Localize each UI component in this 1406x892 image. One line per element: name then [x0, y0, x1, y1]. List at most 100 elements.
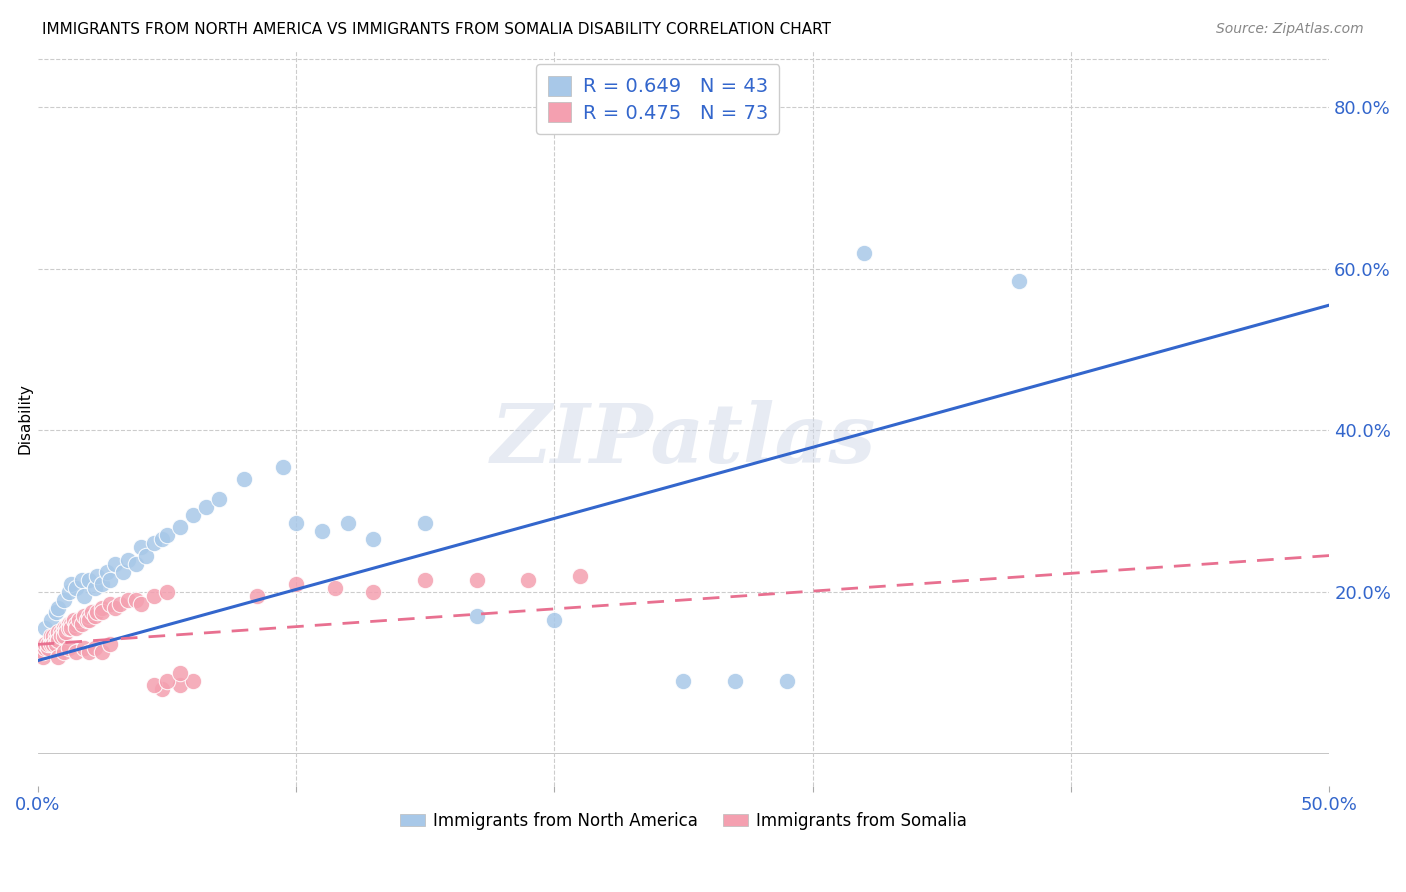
Point	[48, 649, 70, 664]
Point	[52, 625, 75, 640]
Point	[58, 617, 80, 632]
Point	[169, 665, 191, 680]
Point	[34, 637, 56, 651]
Point	[311, 524, 333, 539]
Point	[207, 491, 229, 506]
Point	[52, 593, 75, 607]
Point	[55, 625, 77, 640]
Point	[86, 568, 108, 582]
Point	[65, 645, 87, 659]
Point	[83, 641, 105, 656]
Point	[117, 552, 139, 566]
Point	[70, 617, 93, 632]
Point	[363, 585, 385, 599]
Point	[91, 645, 114, 659]
Point	[233, 472, 256, 486]
Point	[34, 621, 56, 635]
Point	[83, 609, 105, 624]
Point	[156, 528, 179, 542]
Point	[45, 605, 67, 619]
Point	[104, 557, 127, 571]
Point	[58, 641, 80, 656]
Point	[465, 609, 488, 624]
Point	[413, 573, 436, 587]
Point	[42, 629, 65, 643]
Point	[39, 613, 62, 627]
Point	[98, 637, 121, 651]
Point	[60, 621, 83, 635]
Point	[110, 597, 132, 611]
Point	[65, 581, 87, 595]
Point	[80, 605, 103, 619]
Point	[111, 565, 134, 579]
Point	[55, 621, 77, 635]
Point	[142, 589, 165, 603]
Point	[672, 673, 695, 688]
Point	[60, 577, 83, 591]
Point	[79, 573, 101, 587]
Point	[129, 597, 152, 611]
Point	[34, 641, 56, 656]
Point	[45, 629, 67, 643]
Point	[336, 516, 359, 531]
Point	[150, 681, 173, 696]
Point	[413, 516, 436, 531]
Point	[104, 601, 127, 615]
Point	[37, 641, 59, 656]
Point	[142, 678, 165, 692]
Point	[42, 637, 65, 651]
Point	[49, 629, 72, 643]
Point	[98, 573, 121, 587]
Legend: Immigrants from North America, Immigrants from Somalia: Immigrants from North America, Immigrant…	[394, 805, 974, 837]
Point	[517, 573, 540, 587]
Point	[150, 533, 173, 547]
Point	[323, 581, 346, 595]
Point	[70, 573, 93, 587]
Point	[569, 568, 592, 582]
Point	[181, 673, 204, 688]
Point	[181, 508, 204, 523]
Point	[48, 601, 70, 615]
Point	[285, 516, 308, 531]
Point	[135, 549, 157, 563]
Point	[58, 585, 80, 599]
Point	[39, 629, 62, 643]
Point	[31, 645, 53, 659]
Point	[52, 621, 75, 635]
Point	[73, 641, 96, 656]
Point	[52, 645, 75, 659]
Point	[98, 597, 121, 611]
Point	[79, 613, 101, 627]
Point	[465, 573, 488, 587]
Point	[79, 609, 101, 624]
Point	[1008, 274, 1031, 288]
Point	[724, 673, 747, 688]
Text: IMMIGRANTS FROM NORTH AMERICA VS IMMIGRANTS FROM SOMALIA DISABILITY CORRELATION : IMMIGRANTS FROM NORTH AMERICA VS IMMIGRA…	[42, 22, 831, 37]
Point	[65, 617, 87, 632]
Point	[73, 609, 96, 624]
Point	[169, 520, 191, 534]
Point	[45, 633, 67, 648]
Point	[156, 585, 179, 599]
Point	[39, 633, 62, 648]
Point	[271, 459, 294, 474]
Point	[39, 637, 62, 651]
Point	[169, 678, 191, 692]
Point	[83, 581, 105, 595]
Point	[37, 637, 59, 651]
Point	[79, 645, 101, 659]
Point	[117, 593, 139, 607]
Point	[543, 613, 565, 627]
Point	[194, 500, 217, 514]
Point	[45, 637, 67, 651]
Point	[156, 673, 179, 688]
Point	[86, 605, 108, 619]
Point	[48, 625, 70, 640]
Point	[776, 673, 799, 688]
Point	[96, 565, 118, 579]
Point	[91, 605, 114, 619]
Text: Source: ZipAtlas.com: Source: ZipAtlas.com	[1216, 22, 1364, 37]
Point	[853, 245, 876, 260]
Point	[73, 589, 96, 603]
Point	[42, 633, 65, 648]
